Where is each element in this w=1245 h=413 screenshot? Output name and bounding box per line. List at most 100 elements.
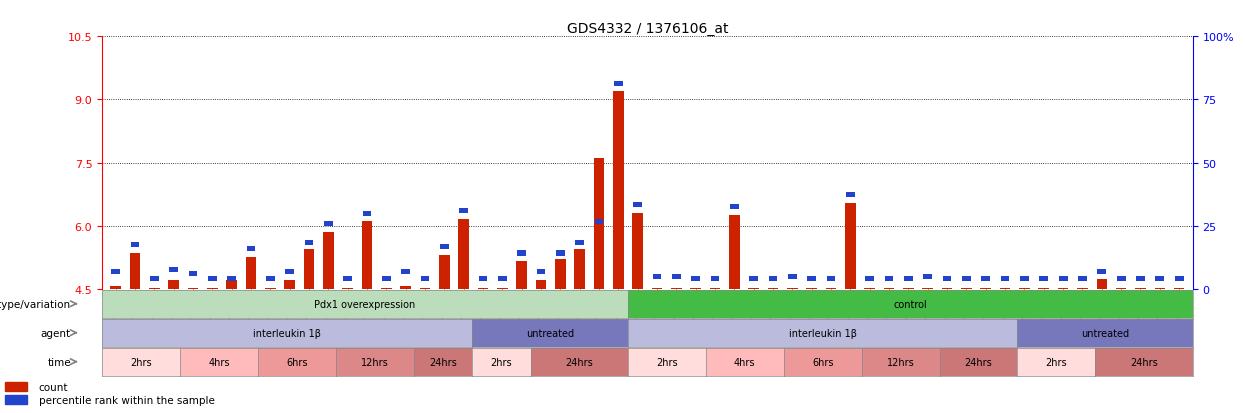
Bar xyxy=(595,219,604,224)
Bar xyxy=(924,274,933,279)
Bar xyxy=(439,244,448,249)
Bar xyxy=(1000,288,1011,289)
Bar xyxy=(787,288,798,289)
Bar xyxy=(1174,288,1184,289)
Text: agent: agent xyxy=(41,328,71,338)
Bar xyxy=(1116,288,1127,289)
Text: Pdx1 overexpression: Pdx1 overexpression xyxy=(315,299,416,309)
Bar xyxy=(5,382,27,392)
Text: interleukin 1β: interleukin 1β xyxy=(788,328,857,338)
Bar xyxy=(247,247,255,252)
Bar xyxy=(1038,288,1050,289)
Bar xyxy=(149,276,158,281)
Bar xyxy=(884,288,894,289)
Text: 2hrs: 2hrs xyxy=(131,357,152,367)
Bar xyxy=(208,276,217,281)
Bar xyxy=(748,288,759,289)
Bar xyxy=(594,159,604,289)
Bar xyxy=(1117,276,1125,281)
Bar xyxy=(865,276,874,281)
Bar xyxy=(266,276,275,281)
Text: 2hrs: 2hrs xyxy=(491,357,512,367)
Bar xyxy=(344,276,352,281)
Bar xyxy=(265,288,275,289)
Bar xyxy=(903,288,914,289)
Text: control: control xyxy=(894,299,928,309)
Bar xyxy=(575,240,584,245)
Text: percentile rank within the sample: percentile rank within the sample xyxy=(39,395,214,405)
Bar xyxy=(981,276,990,281)
Text: 6hrs: 6hrs xyxy=(812,357,833,367)
Bar xyxy=(497,288,508,289)
Bar xyxy=(1020,288,1030,289)
Bar xyxy=(1001,276,1010,281)
Bar xyxy=(941,288,952,289)
Bar xyxy=(322,233,334,289)
Bar xyxy=(710,288,721,289)
Bar xyxy=(518,251,527,256)
Bar xyxy=(304,249,314,289)
Bar xyxy=(923,288,933,289)
Bar xyxy=(285,269,294,274)
Bar xyxy=(1175,276,1184,281)
Bar xyxy=(149,288,159,289)
Bar xyxy=(324,221,332,227)
Text: 12hrs: 12hrs xyxy=(886,357,915,367)
Bar xyxy=(632,214,644,289)
Bar xyxy=(517,262,527,289)
Bar xyxy=(129,254,141,289)
Bar xyxy=(671,288,682,289)
Text: 2hrs: 2hrs xyxy=(656,357,677,367)
Bar xyxy=(555,260,565,289)
Bar xyxy=(613,92,624,289)
Bar xyxy=(382,276,391,281)
Bar xyxy=(421,276,430,281)
Bar xyxy=(864,288,875,289)
Bar xyxy=(535,280,547,289)
Text: 24hrs: 24hrs xyxy=(1130,357,1158,367)
Bar xyxy=(711,276,720,281)
Bar xyxy=(401,270,410,275)
Bar xyxy=(362,211,371,216)
Text: 12hrs: 12hrs xyxy=(361,357,388,367)
Bar xyxy=(305,240,314,245)
Bar xyxy=(614,82,622,87)
Text: 6hrs: 6hrs xyxy=(286,357,308,367)
Bar xyxy=(730,216,740,289)
Text: 2hrs: 2hrs xyxy=(1046,357,1067,367)
Bar xyxy=(458,220,469,289)
Bar xyxy=(401,286,411,289)
Bar xyxy=(1077,288,1088,289)
Bar xyxy=(1097,280,1107,289)
Bar xyxy=(788,274,797,279)
Bar xyxy=(651,288,662,289)
Bar xyxy=(885,276,894,281)
Bar xyxy=(342,288,354,289)
Bar xyxy=(1020,276,1028,281)
Bar xyxy=(768,288,778,289)
Bar xyxy=(672,274,681,279)
Bar xyxy=(749,276,758,281)
Bar xyxy=(691,288,701,289)
Bar xyxy=(730,205,738,210)
Bar xyxy=(228,276,237,281)
Bar xyxy=(1098,269,1106,274)
Bar xyxy=(768,276,777,281)
Bar xyxy=(574,249,585,289)
Bar xyxy=(439,256,449,289)
Bar xyxy=(557,251,565,256)
Bar xyxy=(111,286,121,289)
Bar xyxy=(652,274,661,279)
Bar xyxy=(1058,288,1068,289)
Bar xyxy=(1154,288,1165,289)
Bar xyxy=(1137,276,1145,281)
Bar xyxy=(111,270,120,275)
Bar xyxy=(827,276,835,281)
Bar xyxy=(807,288,817,289)
Text: time: time xyxy=(47,357,71,367)
Bar xyxy=(5,395,27,404)
Text: untreated: untreated xyxy=(525,328,574,338)
Text: genotype/variation: genotype/variation xyxy=(0,299,71,309)
Bar xyxy=(962,276,971,281)
Bar xyxy=(381,288,392,289)
